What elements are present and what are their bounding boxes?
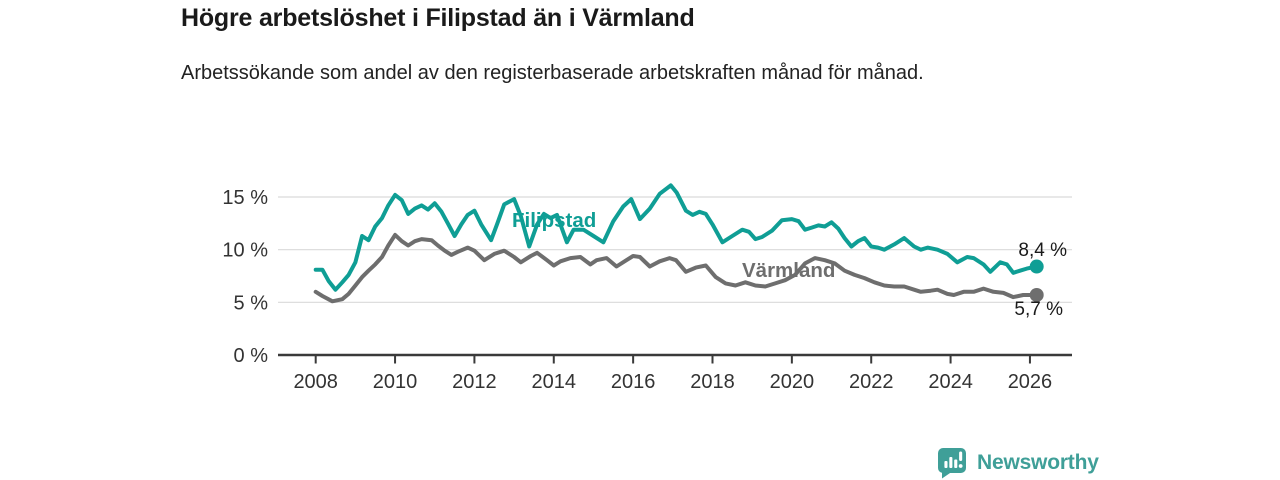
x-axis-tick-label: 2024: [928, 371, 973, 393]
series-end-dot: [1029, 287, 1044, 302]
y-axis-tick-label: 5 %: [234, 292, 269, 314]
y-axis-tick-label: 0 %: [234, 345, 269, 367]
gridlines: [278, 196, 1072, 357]
newsworthy-logo-icon: [938, 448, 966, 479]
x-axis-tick-label: 2008: [293, 371, 338, 393]
newsworthy-logo: Newsworthy: [936, 446, 1099, 479]
end-label-varmland: 5,7 %: [1014, 299, 1063, 320]
x-axis-tick-label: 2022: [849, 371, 894, 393]
series-end-dot: [1029, 259, 1044, 274]
x-axis-tick-label: 2018: [690, 371, 735, 393]
series-label-filipstad: Filipstad: [512, 209, 596, 232]
x-axis-tick-label: 2014: [532, 371, 577, 393]
y-axis-tick-label: 10 %: [222, 240, 268, 262]
axis-labels: 0 % 5 % 10 % 15 % 2008 2010 2012 2014 2016 2018 20…: [222, 187, 1052, 393]
end-label-filipstad: 8,4 %: [1018, 240, 1067, 261]
x-axis-ticks: [314, 355, 1031, 364]
x-axis-tick-label: 2016: [611, 371, 656, 393]
x-axis-tick-label: 2010: [373, 371, 418, 393]
page-title: Högre arbetslöshet i Filipstad än i Värm…: [181, 4, 695, 32]
x-axis-tick-label: 2026: [1008, 371, 1053, 393]
x-axis-tick-label: 2020: [770, 371, 815, 393]
series-label-varmland: Värmland: [742, 259, 835, 282]
newsworthy-wordmark: Newsworthy: [977, 450, 1099, 474]
varmland-line: [313, 232, 1039, 304]
series-lines: [313, 183, 1044, 304]
x-axis-tick-label: 2012: [452, 371, 497, 393]
chart-subtitle: Arbetssökande som andel av den registerb…: [181, 62, 924, 84]
filipstad-line: [313, 183, 1039, 292]
y-axis-tick-label: 15 %: [222, 187, 268, 209]
